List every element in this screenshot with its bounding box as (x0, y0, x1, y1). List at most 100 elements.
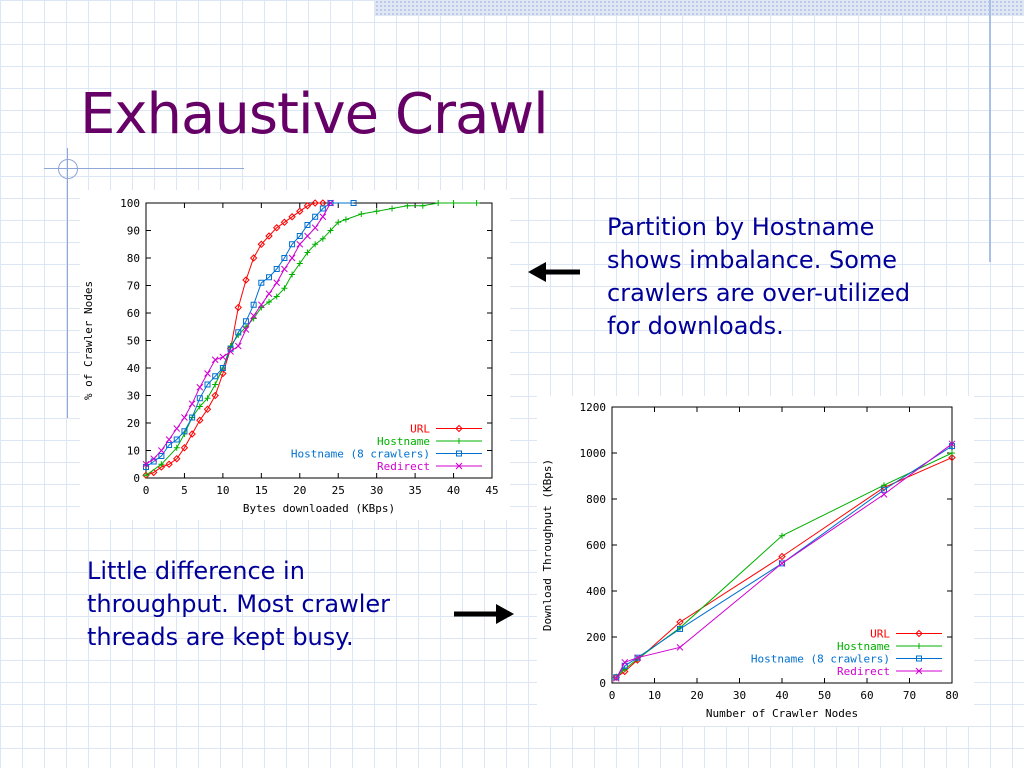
data-point-hostname-8-crawlers (242, 318, 249, 325)
data-point-redirect (327, 199, 334, 207)
data-point-redirect (265, 290, 273, 298)
right-arrow-icon (454, 604, 514, 624)
y-tick-label: 50 (127, 335, 140, 348)
x-tick-label: 0 (143, 484, 150, 497)
y-tick-label: 600 (586, 539, 606, 552)
x-tick-label: 5 (181, 484, 188, 497)
data-point-hostname (373, 208, 380, 215)
data-point-redirect (319, 213, 327, 221)
legend-label-redirect: Redirect (837, 665, 890, 678)
y-tick-label: 0 (133, 472, 140, 485)
data-point-redirect (281, 265, 288, 273)
x-tick-label: 70 (903, 689, 916, 702)
y-tick-label: 0 (599, 677, 606, 690)
x-tick-label: 0 (609, 689, 616, 702)
data-point-hostname (327, 227, 334, 234)
x-tick-label: 50 (818, 689, 831, 702)
y-tick-label: 800 (586, 493, 606, 506)
data-point-hostname (273, 293, 280, 300)
chart-throughput: 0 10 20 30 40 50 60 70 80020040060080010001200Nu… (541, 401, 959, 720)
plot-frame (145, 202, 493, 479)
y-axis-label: % of Crawler Nodes (82, 281, 95, 400)
plot-frame (611, 406, 953, 684)
data-point-hostname (266, 299, 273, 305)
legend-label-hostname-8-crawlers: Hostname (8 crawlers) (291, 448, 430, 461)
data-point-hostname (949, 450, 955, 456)
data-point-redirect (150, 455, 158, 463)
x-tick-label: 10 (216, 484, 229, 497)
data-point-redirect (273, 279, 281, 287)
data-point-hostname-8-crawlers (158, 453, 165, 459)
text-throughput: Little difference in throughput. Most cr… (87, 557, 391, 651)
data-point-redirect (142, 460, 150, 468)
data-point-redirect (296, 240, 304, 248)
y-tick-label: 30 (127, 390, 140, 403)
data-point-hostname (143, 472, 149, 479)
data-point-url (280, 218, 289, 226)
data-point-hostname-8-crawlers (677, 625, 683, 632)
data-point-redirect (219, 353, 227, 361)
legend-label-hostname: Hostname (377, 435, 430, 448)
data-point-hostname-8-crawlers (350, 200, 357, 206)
series-line-hostname-8-crawlers (615, 445, 953, 678)
data-point-hostname-8-crawlers (219, 365, 226, 371)
data-point-url (234, 303, 242, 312)
data-point-redirect (778, 560, 786, 567)
data-point-hostname-8-crawlers (212, 373, 219, 380)
series-redirect (612, 440, 956, 682)
data-point-hostname-8-crawlers (312, 213, 319, 220)
data-point-url (265, 232, 273, 240)
y-tick-label: 20 (127, 417, 140, 430)
series-line-hostname-8-crawlers (145, 202, 354, 468)
x-tick-label: 40 (775, 689, 788, 702)
title-circle-ornament (58, 159, 78, 179)
data-point-hostname-8-crawlers (304, 222, 311, 228)
data-point-hostname (419, 202, 426, 209)
data-point-hostname-8-crawlers (327, 200, 334, 206)
slide-title: Exhaustive Crawl (80, 82, 549, 147)
data-point-hostname-8-crawlers (266, 274, 273, 281)
text-partition-imbalance: Partition by Hostname shows imbalance. S… (607, 213, 911, 340)
data-point-redirect (250, 312, 257, 320)
x-tick-label: 15 (255, 484, 268, 497)
series-redirect (142, 199, 334, 468)
data-point-hostname-8-crawlers (189, 414, 196, 421)
data-point-redirect (311, 224, 319, 232)
data-point-hostname-8-crawlers (273, 266, 280, 272)
data-point-redirect (621, 658, 629, 666)
legend-marker-url (915, 629, 923, 638)
x-tick-label: 10 (648, 689, 661, 702)
y-tick-label: 90 (127, 225, 140, 238)
data-point-hostname (342, 216, 349, 223)
data-point-url (778, 552, 786, 561)
data-point-redirect (634, 654, 641, 662)
data-point-hostname (212, 381, 219, 388)
data-point-hostname (389, 205, 396, 212)
data-point-url (257, 240, 266, 248)
chart-panel-throughput: 0 10 20 30 40 50 60 70 80 0 200 400 600 800 1000 1200 Nu… (537, 396, 974, 726)
data-point-hostname-8-crawlers (173, 436, 180, 443)
data-point-redirect (880, 491, 888, 498)
y-tick-label: 100 (120, 197, 140, 210)
x-tick-label: 20 (690, 689, 703, 702)
legend-label-hostname: Hostname (837, 640, 890, 653)
y-tick-label: 70 (127, 280, 140, 293)
data-point-hostname-8-crawlers (181, 428, 188, 435)
data-point-url (311, 199, 319, 207)
y-tick-label: 40 (127, 362, 140, 375)
data-point-hostname-8-crawlers (289, 241, 296, 248)
y-tick-label: 10 (127, 445, 140, 458)
data-point-hostname (404, 202, 411, 209)
data-point-hostname-8-crawlers (196, 395, 203, 402)
data-point-redirect (158, 447, 165, 454)
data-point-redirect (257, 301, 265, 309)
legend-label-redirect: Redirect (377, 460, 430, 473)
x-tick-label: 20 (293, 484, 306, 497)
legend-label-url: URL (870, 628, 890, 641)
x-tick-label: 35 (408, 484, 421, 497)
data-point-hostname-8-crawlers (296, 233, 303, 239)
x-tick-label: 60 (860, 689, 873, 702)
legend-marker-hostname-8-crawlers (916, 655, 922, 662)
data-point-url (180, 444, 189, 452)
data-point-url (303, 202, 312, 210)
